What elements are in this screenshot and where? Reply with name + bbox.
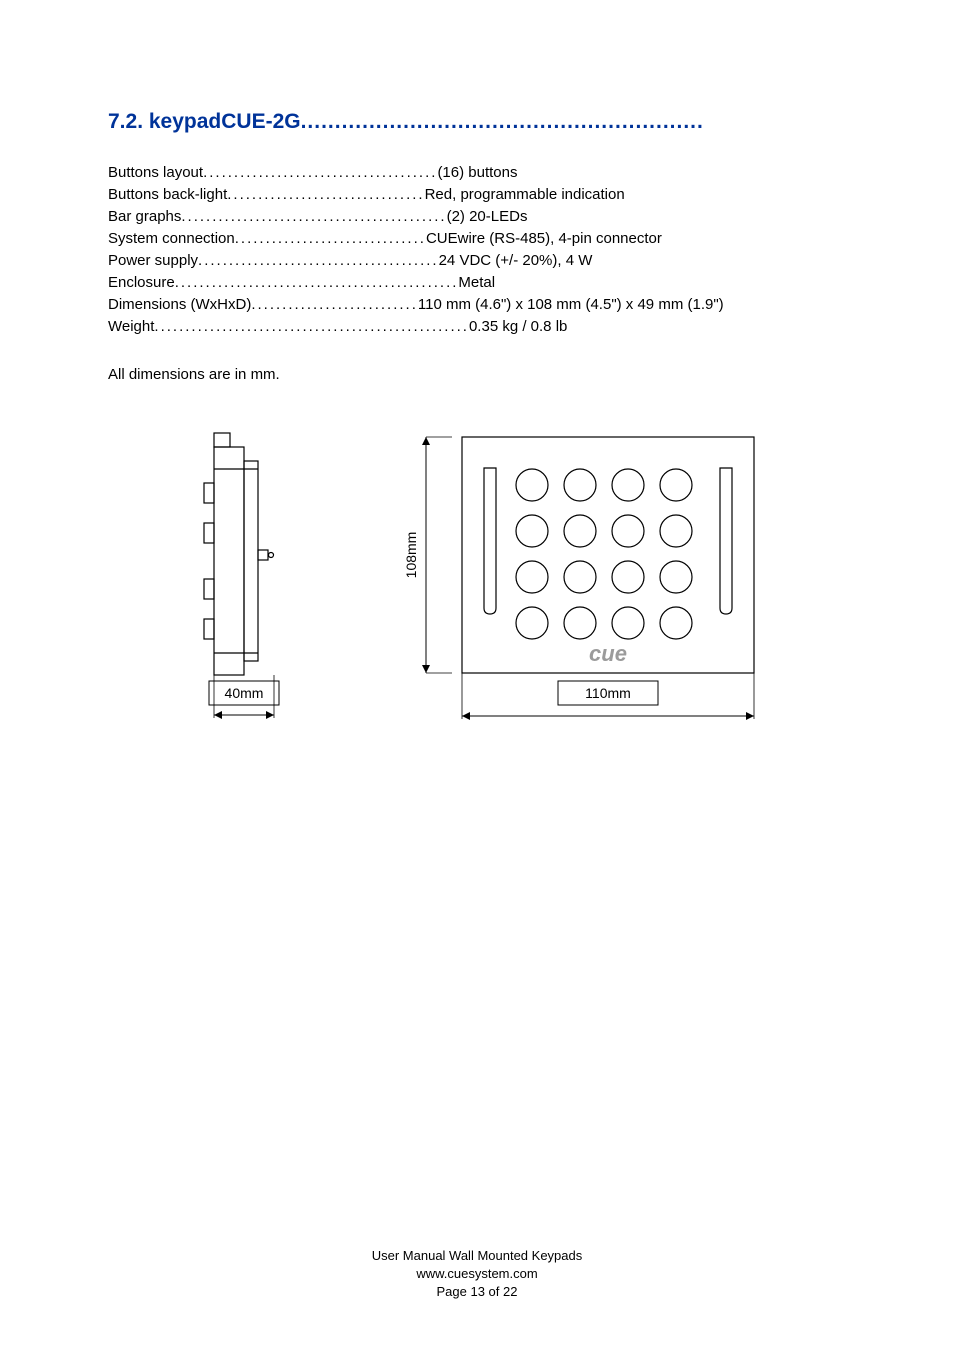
diagrams: 40mm 108mm: [108, 423, 854, 733]
spec-label: System connection: [108, 228, 235, 250]
spec-value: CUEwire (RS-485), 4-pin connector: [426, 228, 662, 250]
spec-dots: .......................................: [198, 250, 439, 272]
spec-label: Buttons back-light: [108, 184, 227, 206]
spec-row: Dimensions (WxHxD) .....................…: [108, 294, 854, 316]
front-view-diagram: 108mm cue 110mm: [404, 423, 764, 733]
spec-label: Bar graphs: [108, 206, 181, 228]
spec-dots: ........................................…: [154, 316, 469, 338]
spec-dots: ................................: [227, 184, 424, 206]
spec-value: (16) buttons: [437, 162, 517, 184]
section-heading: 7.2. keypadCUE-2G.......................…: [108, 110, 854, 134]
spec-row: Power supply ...........................…: [108, 250, 854, 272]
page-footer: User Manual Wall Mounted Keypads www.cue…: [0, 1247, 954, 1301]
spec-label: Weight: [108, 316, 154, 338]
spec-row: Buttons back-light......................…: [108, 184, 854, 206]
side-view-diagram: 40mm: [154, 423, 294, 733]
footer-line3: Page 13 of 22: [0, 1283, 954, 1301]
height-dim-label: 108mm: [404, 532, 419, 579]
spec-dots: ........................................…: [175, 272, 459, 294]
spec-value: 24 VDC (+/- 20%), 4 W: [439, 250, 593, 272]
spec-value: 0.35 kg / 0.8 lb: [469, 316, 567, 338]
spec-label: Buttons layout: [108, 162, 203, 184]
spec-dots: ...........................: [251, 294, 418, 316]
spec-dots: ........................................…: [181, 206, 446, 228]
spec-value: Metal: [458, 272, 495, 294]
side-dim-label: 40mm: [225, 685, 264, 701]
spec-row: Buttons layout..........................…: [108, 162, 854, 184]
spec-row: Enclosure...............................…: [108, 272, 854, 294]
dimensions-note: All dimensions are in mm.: [108, 366, 854, 383]
heading-text: 7.2. keypadCUE-2G: [108, 110, 301, 133]
spec-label: Dimensions (WxHxD): [108, 294, 251, 316]
spec-label: Power supply: [108, 250, 198, 272]
spec-row: Weight..................................…: [108, 316, 854, 338]
spec-value: Red, programmable indication: [425, 184, 625, 206]
heading-trail: ........................................…: [301, 110, 704, 133]
spec-dots: ...............................: [235, 228, 426, 250]
spec-row: Bar graphs .............................…: [108, 206, 854, 228]
spec-row: System connection ......................…: [108, 228, 854, 250]
spec-list: Buttons layout..........................…: [108, 162, 854, 338]
brand-label: cue: [589, 641, 627, 666]
spec-label: Enclosure: [108, 272, 175, 294]
footer-line1: User Manual Wall Mounted Keypads: [0, 1247, 954, 1265]
width-dim-label: 110mm: [585, 685, 631, 701]
spec-dots: ......................................: [203, 162, 437, 184]
spec-value: 110 mm (4.6") x 108 mm (4.5") x 49 mm (1…: [418, 294, 724, 316]
footer-line2: www.cuesystem.com: [0, 1265, 954, 1283]
spec-value: (2) 20-LEDs: [447, 206, 528, 228]
